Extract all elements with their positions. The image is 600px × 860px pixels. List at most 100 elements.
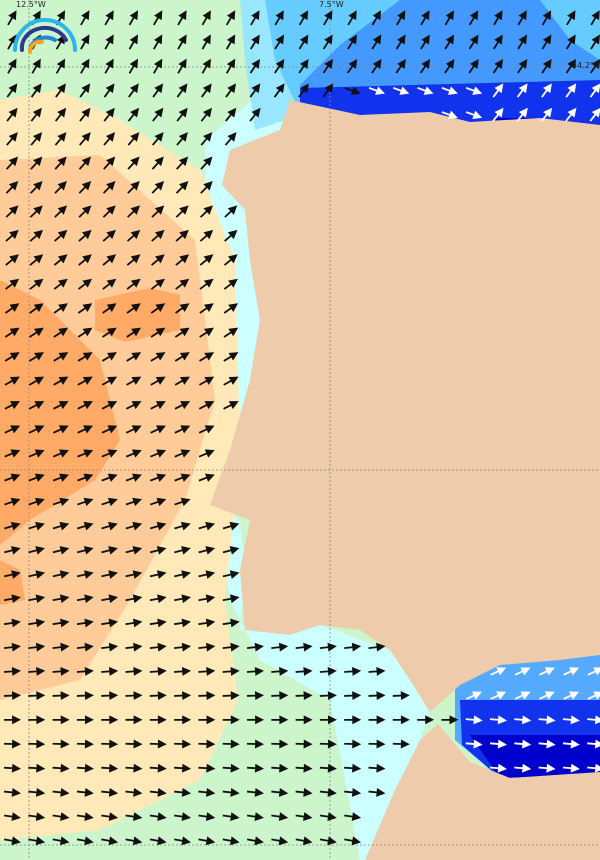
direction-arrow-icon xyxy=(344,763,362,773)
direction-arrow-icon xyxy=(200,83,212,98)
direction-arrow-icon xyxy=(80,10,90,26)
direction-arrow-icon xyxy=(224,132,237,146)
direction-arrow-icon xyxy=(125,642,143,652)
direction-arrow-icon xyxy=(30,132,43,146)
direction-arrow-icon xyxy=(200,132,213,146)
land-iberia xyxy=(210,100,600,712)
direction-arrow-icon xyxy=(127,107,140,122)
direction-arrow-icon xyxy=(514,739,532,749)
direction-arrow-icon xyxy=(125,546,143,555)
direction-arrow-icon xyxy=(149,715,167,725)
direction-arrow-icon xyxy=(29,205,43,218)
direction-arrow-icon xyxy=(125,812,143,822)
direction-arrow-icon xyxy=(199,352,215,362)
direction-arrow-icon xyxy=(562,715,580,725)
direction-arrow-icon xyxy=(174,546,191,555)
direction-arrow-icon xyxy=(126,376,142,386)
direction-arrow-icon xyxy=(28,497,45,507)
direction-arrow-icon xyxy=(30,180,43,194)
direction-arrow-icon xyxy=(274,34,285,50)
direction-arrow-icon xyxy=(28,473,45,482)
direction-arrow-icon xyxy=(78,205,92,218)
direction-arrow-icon xyxy=(125,473,142,482)
direction-arrow-icon xyxy=(28,352,45,362)
direction-arrow-icon xyxy=(222,666,240,676)
direction-arrow-icon xyxy=(249,58,261,74)
direction-arrow-icon xyxy=(222,521,240,531)
direction-arrow-icon xyxy=(198,666,216,676)
direction-arrow-icon xyxy=(152,83,164,98)
direction-arrow-icon xyxy=(5,205,19,218)
direction-arrow-icon xyxy=(344,812,362,822)
direction-arrow-icon xyxy=(176,156,189,170)
direction-arrow-icon xyxy=(174,836,191,846)
direction-arrow-icon xyxy=(101,836,119,846)
direction-arrow-icon xyxy=(225,107,237,122)
direction-arrow-icon xyxy=(76,812,94,822)
direction-arrow-icon xyxy=(541,34,552,50)
direction-arrow-icon xyxy=(198,739,216,749)
direction-arrow-icon xyxy=(52,666,70,676)
direction-arrow-icon xyxy=(395,34,406,50)
direction-arrow-icon xyxy=(246,836,264,846)
direction-arrow-icon xyxy=(78,254,92,266)
direction-arrow-icon xyxy=(492,83,504,98)
direction-arrow-icon xyxy=(52,497,70,507)
direction-arrow-icon xyxy=(271,715,289,725)
direction-arrow-icon xyxy=(102,229,116,242)
land-africa xyxy=(365,724,600,860)
direction-arrow-icon xyxy=(517,34,528,50)
direction-arrow-icon xyxy=(3,642,21,652)
direction-arrow-icon xyxy=(298,83,309,98)
direction-arrow-icon xyxy=(201,58,211,74)
direction-arrow-icon xyxy=(174,352,190,362)
direction-arrow-icon xyxy=(52,763,70,773)
direction-arrow-icon xyxy=(295,642,313,652)
direction-arrow-icon xyxy=(198,642,216,652)
direction-arrow-icon xyxy=(174,812,192,822)
direction-arrow-icon xyxy=(102,254,117,266)
direction-arrow-icon xyxy=(516,83,528,98)
direction-arrow-icon xyxy=(295,739,313,749)
direction-arrow-icon xyxy=(344,666,362,676)
direction-arrow-icon xyxy=(77,497,94,507)
direction-arrow-icon xyxy=(150,376,166,386)
direction-arrow-icon xyxy=(125,425,142,434)
direction-arrow-icon xyxy=(103,156,116,170)
direction-arrow-icon xyxy=(298,10,309,26)
direction-arrow-icon xyxy=(466,691,482,700)
direction-arrow-icon xyxy=(174,376,190,386)
direction-arrow-icon xyxy=(4,546,21,555)
direction-arrow-icon xyxy=(538,715,556,725)
direction-arrow-icon xyxy=(125,401,142,410)
direction-arrow-icon xyxy=(52,812,70,822)
direction-arrow-icon xyxy=(587,739,600,749)
direction-arrow-icon xyxy=(52,739,70,749)
direction-arrow-icon xyxy=(587,715,600,725)
direction-arrow-icon xyxy=(174,715,192,725)
direction-arrow-icon xyxy=(30,156,43,170)
direction-arrow-icon xyxy=(28,812,46,822)
lat-label-north: 44.2°N xyxy=(572,61,600,70)
direction-arrow-icon xyxy=(246,691,265,701)
direction-arrow-icon xyxy=(101,570,118,579)
direction-arrow-icon xyxy=(4,497,21,507)
direction-arrow-icon xyxy=(7,10,17,26)
direction-arrow-icon xyxy=(201,34,211,50)
direction-arrow-icon xyxy=(3,836,21,846)
direction-arrow-icon xyxy=(490,667,507,676)
direction-arrow-icon xyxy=(101,594,119,604)
direction-arrow-icon xyxy=(79,107,91,122)
direction-arrow-icon xyxy=(222,763,240,773)
direction-arrow-icon xyxy=(319,715,337,725)
direction-arrow-icon xyxy=(101,546,118,555)
direction-arrow-icon xyxy=(78,180,92,194)
direction-arrow-icon xyxy=(53,327,69,338)
direction-arrow-icon xyxy=(223,376,239,386)
direction-arrow-icon xyxy=(175,205,189,218)
direction-arrow-icon xyxy=(417,715,435,725)
direction-arrow-icon xyxy=(199,229,214,242)
direction-arrow-icon xyxy=(274,58,285,74)
direction-arrow-icon xyxy=(125,787,143,797)
